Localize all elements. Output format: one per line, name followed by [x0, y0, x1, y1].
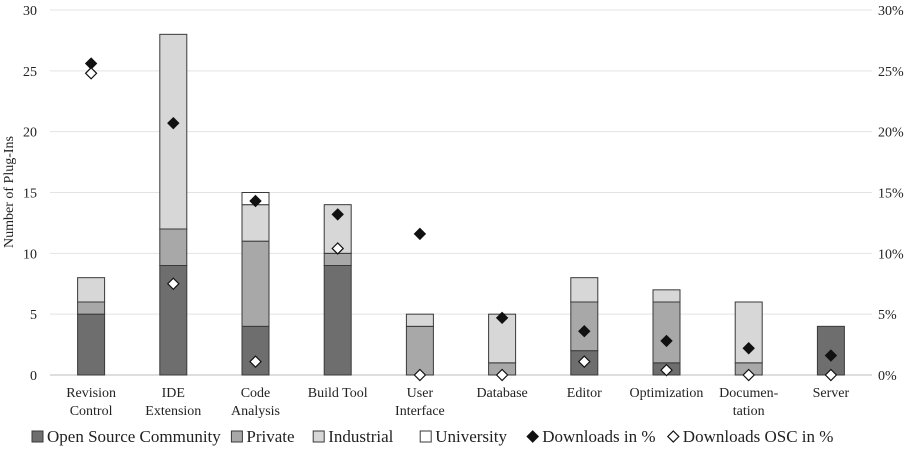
bar-segment-industrial	[405, 313, 434, 327]
legend-label-open-source-community: Open Source Community	[47, 427, 221, 446]
bar-segment-private	[323, 252, 352, 266]
y2-tick-label: 15%	[878, 187, 904, 202]
legend-swatch-private	[230, 430, 243, 443]
y-axis-title: Number of Plug-Ins	[2, 136, 17, 248]
y-tick-label: 0	[30, 369, 37, 384]
x-tick-label: Build Tool	[308, 386, 368, 401]
downloads-marker	[578, 324, 591, 338]
bar-segment-private	[241, 240, 270, 327]
legend-label-industrial: Industrial	[328, 427, 393, 446]
y2-tick-label: 25%	[878, 65, 904, 80]
legend-swatch-industrial	[312, 430, 325, 443]
markers	[84, 57, 838, 382]
legend-label-private: Private	[246, 427, 294, 446]
downloads-marker	[249, 194, 262, 208]
y-tick-label: 5	[30, 308, 37, 323]
bar-segment-open-source-community	[570, 350, 599, 376]
y-tick-label: 20	[23, 126, 37, 141]
x-tick-label: Interface	[395, 404, 445, 419]
legend-swatch-open-source-community	[31, 430, 44, 443]
axes: Number of Plug-Ins 0 5 10 15 20 25 30 0% 5% 10% 15…	[2, 4, 904, 419]
legend-label-university: University	[435, 427, 507, 446]
downloads-osc-marker	[413, 368, 427, 382]
x-tick-label: Revision	[66, 386, 116, 401]
y2-tick-label: 5%	[878, 308, 897, 323]
downloads-osc-marker	[577, 355, 591, 368]
y-tick-label: 15	[23, 187, 37, 202]
y2-tick-label: 0%	[878, 369, 897, 384]
y2-tick-label: 20%	[878, 126, 904, 141]
legend-label-downloads-osc-in-: Downloads OSC in %	[683, 427, 834, 446]
bar-segment-open-source-community	[77, 313, 106, 376]
legend: Open Source Community Private Industrial Un…	[31, 427, 834, 446]
downloads-osc-marker	[331, 242, 345, 255]
bar-segment-industrial	[159, 33, 188, 230]
x-tick-label: tation	[733, 404, 765, 419]
downloads-osc-marker	[660, 363, 673, 377]
x-tick-label: Server	[813, 386, 850, 401]
downloads-osc-marker	[742, 368, 756, 382]
x-tick-label: IDE	[162, 386, 185, 401]
x-tick-label: Extension	[145, 404, 201, 419]
bar-segment-industrial	[241, 204, 270, 242]
downloads-osc-marker	[824, 368, 838, 382]
x-tick-label: Code	[241, 386, 271, 401]
x-tick-label: Database	[476, 386, 527, 401]
x-tick-label: Documen-	[719, 386, 778, 401]
x-tick-label: Analysis	[231, 404, 280, 419]
x-tick-label: Editor	[567, 386, 602, 401]
y2-tick-label: 30%	[878, 4, 904, 19]
legend-label-downloads-in-: Downloads in %	[542, 427, 655, 446]
legend-swatch-downloads-in-	[526, 430, 540, 443]
legend-swatch-university	[419, 430, 432, 443]
bar-segment-private	[405, 325, 434, 376]
bar-segment-private	[159, 228, 188, 266]
y-tick-label: 25	[23, 65, 37, 80]
downloads-osc-marker	[166, 277, 180, 291]
x-tick-label: Control	[70, 404, 113, 419]
bar-segment-open-source-community	[323, 265, 352, 376]
downloads-marker	[331, 208, 344, 221]
bar-segment-industrial	[652, 289, 681, 303]
downloads-marker	[824, 349, 838, 362]
bars	[77, 33, 845, 376]
legend-swatch-downloads-osc-in-	[666, 430, 680, 443]
bar-segment-private	[77, 301, 106, 315]
downloads-osc-marker	[249, 355, 262, 368]
downloads-marker	[742, 342, 755, 355]
y-tick-label: 10	[23, 247, 37, 262]
x-tick-label: User	[407, 386, 434, 401]
y2-tick-label: 10%	[878, 247, 904, 262]
y-tick-label: 30	[23, 4, 37, 19]
bar-segment-private	[652, 301, 681, 364]
bar-segment-industrial	[77, 277, 106, 303]
downloads-osc-marker	[84, 66, 98, 80]
downloads-marker	[660, 334, 673, 348]
bar-segment-industrial	[570, 277, 599, 303]
downloads-osc-marker	[495, 368, 509, 382]
downloads-marker	[413, 227, 427, 241]
downloads-marker	[495, 311, 509, 325]
x-tick-label: Optimization	[630, 386, 704, 401]
downloads-marker	[167, 116, 180, 130]
